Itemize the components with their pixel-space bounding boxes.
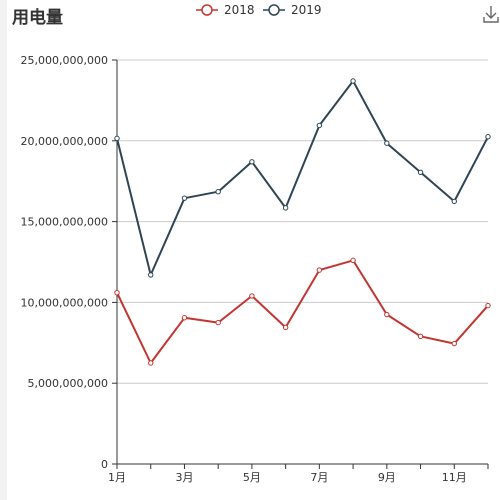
data-point[interactable] [451, 340, 457, 347]
left-edge-strip [0, 0, 7, 500]
legend-item-2019[interactable]: 2019 [263, 3, 322, 17]
data-point[interactable] [148, 360, 154, 366]
legend-item-2018[interactable]: 2018 [196, 3, 255, 17]
data-point[interactable] [181, 195, 188, 201]
y-tick-label: 15,000,000,000 [21, 216, 108, 229]
data-point[interactable] [215, 189, 221, 195]
y-tick-labels: 0 5,000,000,000 10,000,000,000 15,000,000,0… [21, 54, 108, 471]
data-point[interactable] [249, 293, 255, 299]
y-tick-label: 10,000,000,000 [21, 296, 108, 309]
data-point[interactable] [249, 159, 255, 165]
chart-title: 用电量 [12, 8, 63, 28]
data-point[interactable] [417, 333, 424, 340]
data-point[interactable] [350, 257, 356, 264]
axes [112, 59, 489, 469]
data-point[interactable] [485, 134, 491, 140]
y-tick-label: 20,000,000,000 [21, 135, 108, 148]
series-line-2019 [116, 80, 489, 276]
y-tick-label: 0 [101, 458, 108, 471]
data-point[interactable] [451, 198, 457, 205]
series-lines [114, 78, 491, 366]
y-tick-label: 5,000,000,000 [28, 377, 108, 390]
data-point[interactable] [282, 324, 289, 331]
legend-marker [201, 4, 213, 16]
legend-label: 2019 [291, 3, 322, 17]
grid-lines [117, 59, 488, 384]
legend-label: 2018 [224, 3, 255, 17]
legend: 2018 2019 [196, 3, 322, 17]
y-tick-label: 25,000,000,000 [21, 54, 108, 67]
data-point[interactable] [384, 140, 390, 146]
data-point[interactable] [148, 272, 154, 278]
data-point[interactable] [114, 135, 120, 142]
x-tick-labels: 1月 3月 5月 7月 9月 11月 [108, 471, 467, 484]
series-line-2018 [116, 259, 489, 364]
data-point[interactable] [215, 319, 221, 326]
legend-marker [268, 4, 280, 16]
data-point[interactable] [316, 267, 323, 273]
x-tick-label: 11月 [442, 471, 467, 484]
download-icon[interactable] [482, 4, 500, 24]
x-tick-label: 3月 [175, 471, 193, 484]
x-tick-label: 5月 [243, 471, 261, 484]
data-point[interactable] [114, 290, 120, 296]
x-tick-label: 7月 [310, 471, 328, 484]
data-point[interactable] [181, 315, 188, 321]
data-point[interactable] [417, 169, 424, 176]
data-point[interactable] [485, 302, 491, 309]
x-tick-label: 9月 [378, 471, 396, 484]
data-point[interactable] [316, 122, 323, 129]
data-point[interactable] [282, 205, 289, 211]
data-point[interactable] [350, 78, 356, 84]
data-point[interactable] [384, 311, 390, 318]
x-tick-label: 1月 [108, 471, 126, 484]
